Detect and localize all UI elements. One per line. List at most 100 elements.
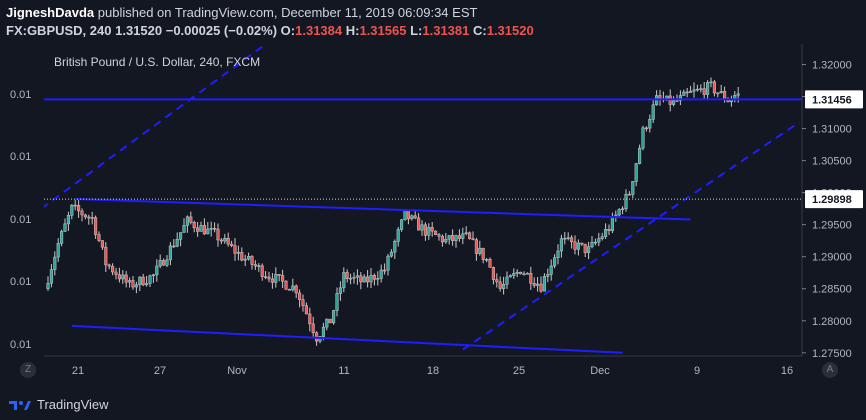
candle [236,245,240,261]
candle [515,269,519,278]
channel-upper-line[interactable] [75,198,691,221]
candle [189,211,193,225]
candle [478,240,482,256]
candle [376,271,380,286]
candle [648,114,652,133]
candle [437,233,441,241]
candle [566,232,570,241]
candle [502,276,506,295]
candle [634,162,638,187]
candle [532,277,536,288]
price-tick-label: 1.31000 [812,124,852,136]
candle [695,84,699,92]
candle [672,96,676,107]
time-axis[interactable]: 21 27 Nov 11 18 25 Dec 9 16 [72,365,793,377]
candle [464,226,468,236]
candle [461,227,465,245]
candle [709,77,713,88]
close-label: C: [473,23,487,38]
candle [264,271,268,280]
candle [90,211,94,225]
candle [219,238,223,245]
candle [491,266,495,285]
candle [179,232,183,247]
candle [454,234,458,248]
price-tick-label: 1.27500 [812,348,852,360]
candle [56,238,60,262]
candle [593,238,597,246]
candle [141,273,145,287]
candle [100,240,104,250]
candle [451,229,455,246]
low-label: L: [410,23,423,38]
candle [546,268,550,283]
time-tick-label: 18 [427,365,439,377]
candle [134,281,138,294]
candle [240,247,244,262]
candle [301,294,305,312]
candle [338,281,342,301]
candle [410,214,414,221]
candle [216,223,220,247]
candle [417,213,421,231]
candle [393,239,397,260]
candle [678,90,682,106]
candle [485,258,489,263]
candle [386,254,390,276]
author-name[interactable]: JigneshDavda [6,5,95,20]
candle [495,273,499,288]
candle [498,276,502,292]
candle [529,266,533,290]
candle [49,264,53,288]
upper-dashed-trendline[interactable] [41,29,286,208]
candle [434,230,438,236]
candle [294,284,298,299]
candle [457,229,461,242]
candle [444,232,448,244]
candle [287,288,291,291]
left-axis-label: 0.01 [10,214,31,226]
candle [396,226,400,247]
candle [447,235,451,245]
tradingview-logo[interactable]: TradingView [8,397,109,412]
candle [124,271,128,288]
candle [46,276,50,291]
candle [505,271,509,289]
candle [202,218,206,235]
candle [117,267,121,283]
candle [77,198,81,218]
price-axis[interactable]: 1.275001.280001.285001.290001.295001.300… [802,60,863,360]
lower-dashed-trendline[interactable] [462,121,800,351]
candle [209,221,213,237]
candle [63,218,67,232]
candle [512,268,516,279]
candle [539,276,543,293]
candle [525,272,529,275]
low-value: 1.31381 [422,23,470,38]
open-label: O: [280,23,296,38]
candle [128,277,132,288]
candle [162,258,166,266]
candle [158,254,162,269]
price-label: 1.29898 [805,190,863,209]
candle [213,222,217,233]
candle [563,231,567,245]
price-label: 1.31456 [805,90,863,109]
candle [587,241,591,260]
candle [352,272,356,284]
candle [553,254,557,269]
candle [253,260,257,270]
tradingview-icon [9,400,31,410]
channel-lower-line[interactable] [71,324,623,354]
candle [644,126,648,132]
auto-scale-a-button[interactable]: A [822,362,838,378]
candle [291,278,295,292]
candle [257,262,261,272]
quote-line: FX:GBPUSD, 240 1.31520 −0.00025 (−0.02%)… [6,23,534,38]
candle [53,251,57,276]
auto-scale-z-button[interactable]: Z [20,362,36,378]
candle [230,240,234,248]
chart-title: British Pound / U.S. Dollar, 240, FXCM [54,55,260,69]
candle [403,209,407,221]
